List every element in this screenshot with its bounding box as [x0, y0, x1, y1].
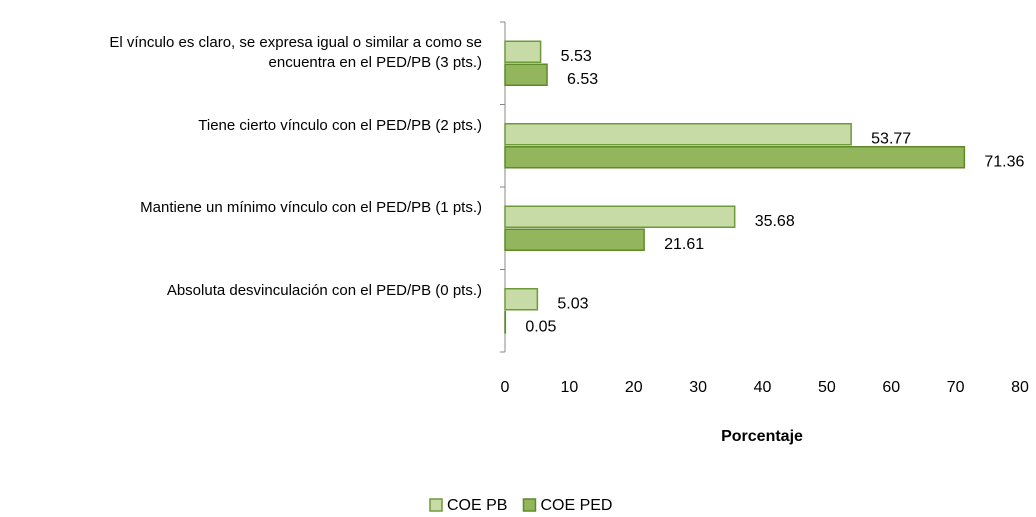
legend-swatch	[429, 498, 443, 512]
data-label: 5.03	[557, 295, 588, 312]
y-tick-label: Mantiene un mínimo vínculo con el PED/PB…	[140, 199, 482, 217]
x-tick-label: 10	[560, 379, 578, 396]
data-label: 5.53	[561, 48, 592, 65]
label-wrap: Mantiene un mínimo vínculo con el PED/PB…	[42, 198, 482, 218]
bar	[504, 146, 966, 169]
bar	[504, 228, 645, 251]
x-tick-label: 40	[754, 379, 772, 396]
bar	[504, 123, 852, 146]
legend-label: COE PED	[540, 497, 612, 514]
x-tick-label: 80	[1011, 379, 1029, 396]
legend-label: COE PB	[447, 497, 507, 514]
category-label-box: Tiene cierto vínculo con el PED/PB (2 pt…	[42, 116, 482, 136]
data-label: 6.53	[567, 71, 598, 88]
y-tick-label: Absoluta desvinculación con el PED/PB (0…	[166, 281, 482, 299]
x-tick-label: 20	[625, 379, 643, 396]
x-tick-label: 60	[882, 379, 900, 396]
y-tick-label: Tiene cierto vínculo con el PED/PB (2 pt…	[198, 116, 482, 134]
category-label-box: Mantiene un mínimo vínculo con el PED/PB…	[42, 198, 482, 218]
y-tick-label: El vínculo es claro, se expresa igual o …	[109, 34, 482, 72]
data-label: 71.36	[984, 153, 1024, 170]
x-tick-label: 50	[818, 379, 836, 396]
bar	[504, 205, 736, 228]
bar	[504, 288, 539, 311]
data-label: 35.68	[755, 213, 795, 230]
label-wrap: Tiene cierto vínculo con el PED/PB (2 pt…	[42, 116, 482, 136]
x-tick-label: 30	[689, 379, 707, 396]
legend-swatch	[522, 498, 537, 512]
x-tick-label: 70	[947, 379, 965, 396]
data-label: 21.61	[664, 236, 704, 253]
data-label: 53.77	[871, 130, 911, 147]
x-axis-label: Porcentaje	[721, 428, 803, 445]
bar	[504, 40, 542, 63]
category-label-box: El vínculo es claro, se expresa igual o …	[42, 33, 482, 73]
x-tick-label: 0	[501, 379, 510, 396]
label-wrap: Absoluta desvinculación con el PED/PB (0…	[42, 281, 482, 301]
bar	[504, 63, 548, 86]
label-wrap: El vínculo es claro, se expresa igual o …	[42, 33, 482, 73]
data-label: 0.05	[525, 318, 556, 335]
category-label-box: Absoluta desvinculación con el PED/PB (0…	[42, 281, 482, 301]
